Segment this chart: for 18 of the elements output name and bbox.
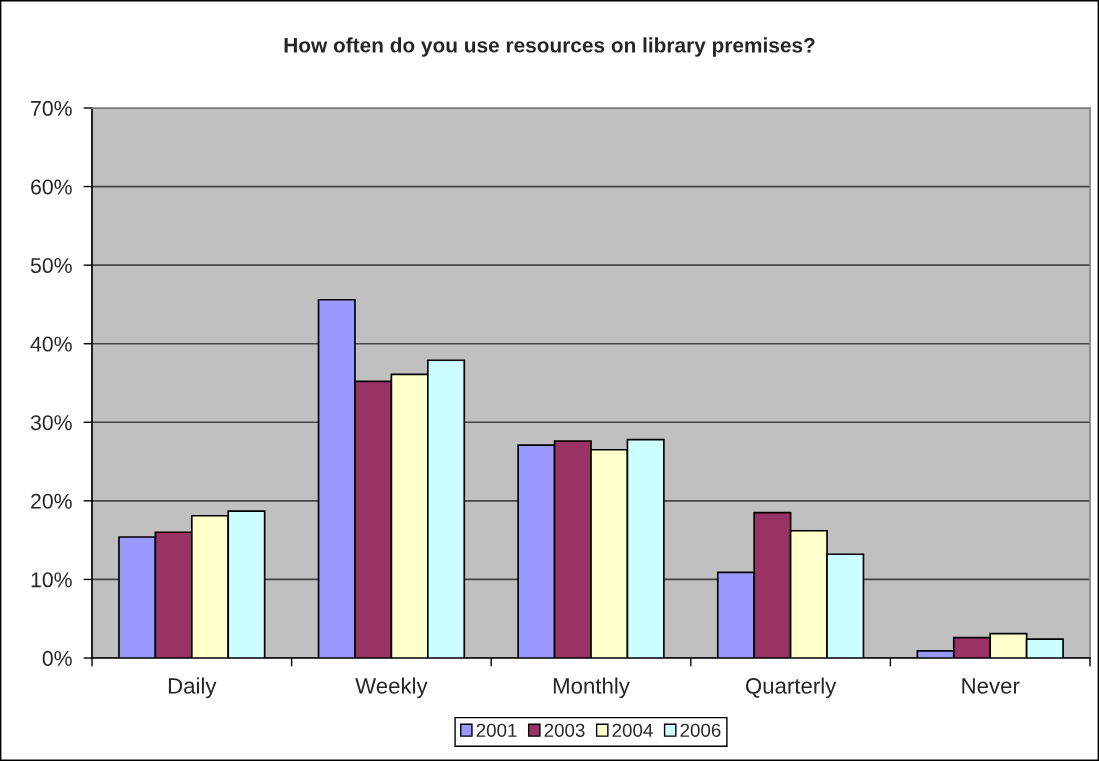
y-tick-label: 60% xyxy=(31,179,72,195)
legend-label: 2006 xyxy=(680,723,721,737)
y-tick-label: 10% xyxy=(31,572,72,588)
x-tick-label: Quarterly xyxy=(745,677,837,699)
legend-label: 2004 xyxy=(612,723,653,737)
x-tick-label: Monthly xyxy=(553,677,630,699)
x-tick-label: Weekly xyxy=(355,677,428,699)
y-tick-label: 40% xyxy=(30,336,72,352)
y-tick-label: 0% xyxy=(42,650,72,666)
y-tick-label: 20% xyxy=(31,493,72,509)
y-tick-label: 30% xyxy=(30,415,72,431)
chart-title: How often do you use resources on library premises? xyxy=(284,37,815,57)
y-tick-label: 50% xyxy=(30,258,72,274)
y-tick-label: 70% xyxy=(31,100,72,116)
legend-label: 2001 xyxy=(476,723,517,737)
x-tick-label: Daily xyxy=(168,677,217,699)
legend-label: 2003 xyxy=(544,723,585,737)
x-tick-label: Never xyxy=(962,678,1020,694)
